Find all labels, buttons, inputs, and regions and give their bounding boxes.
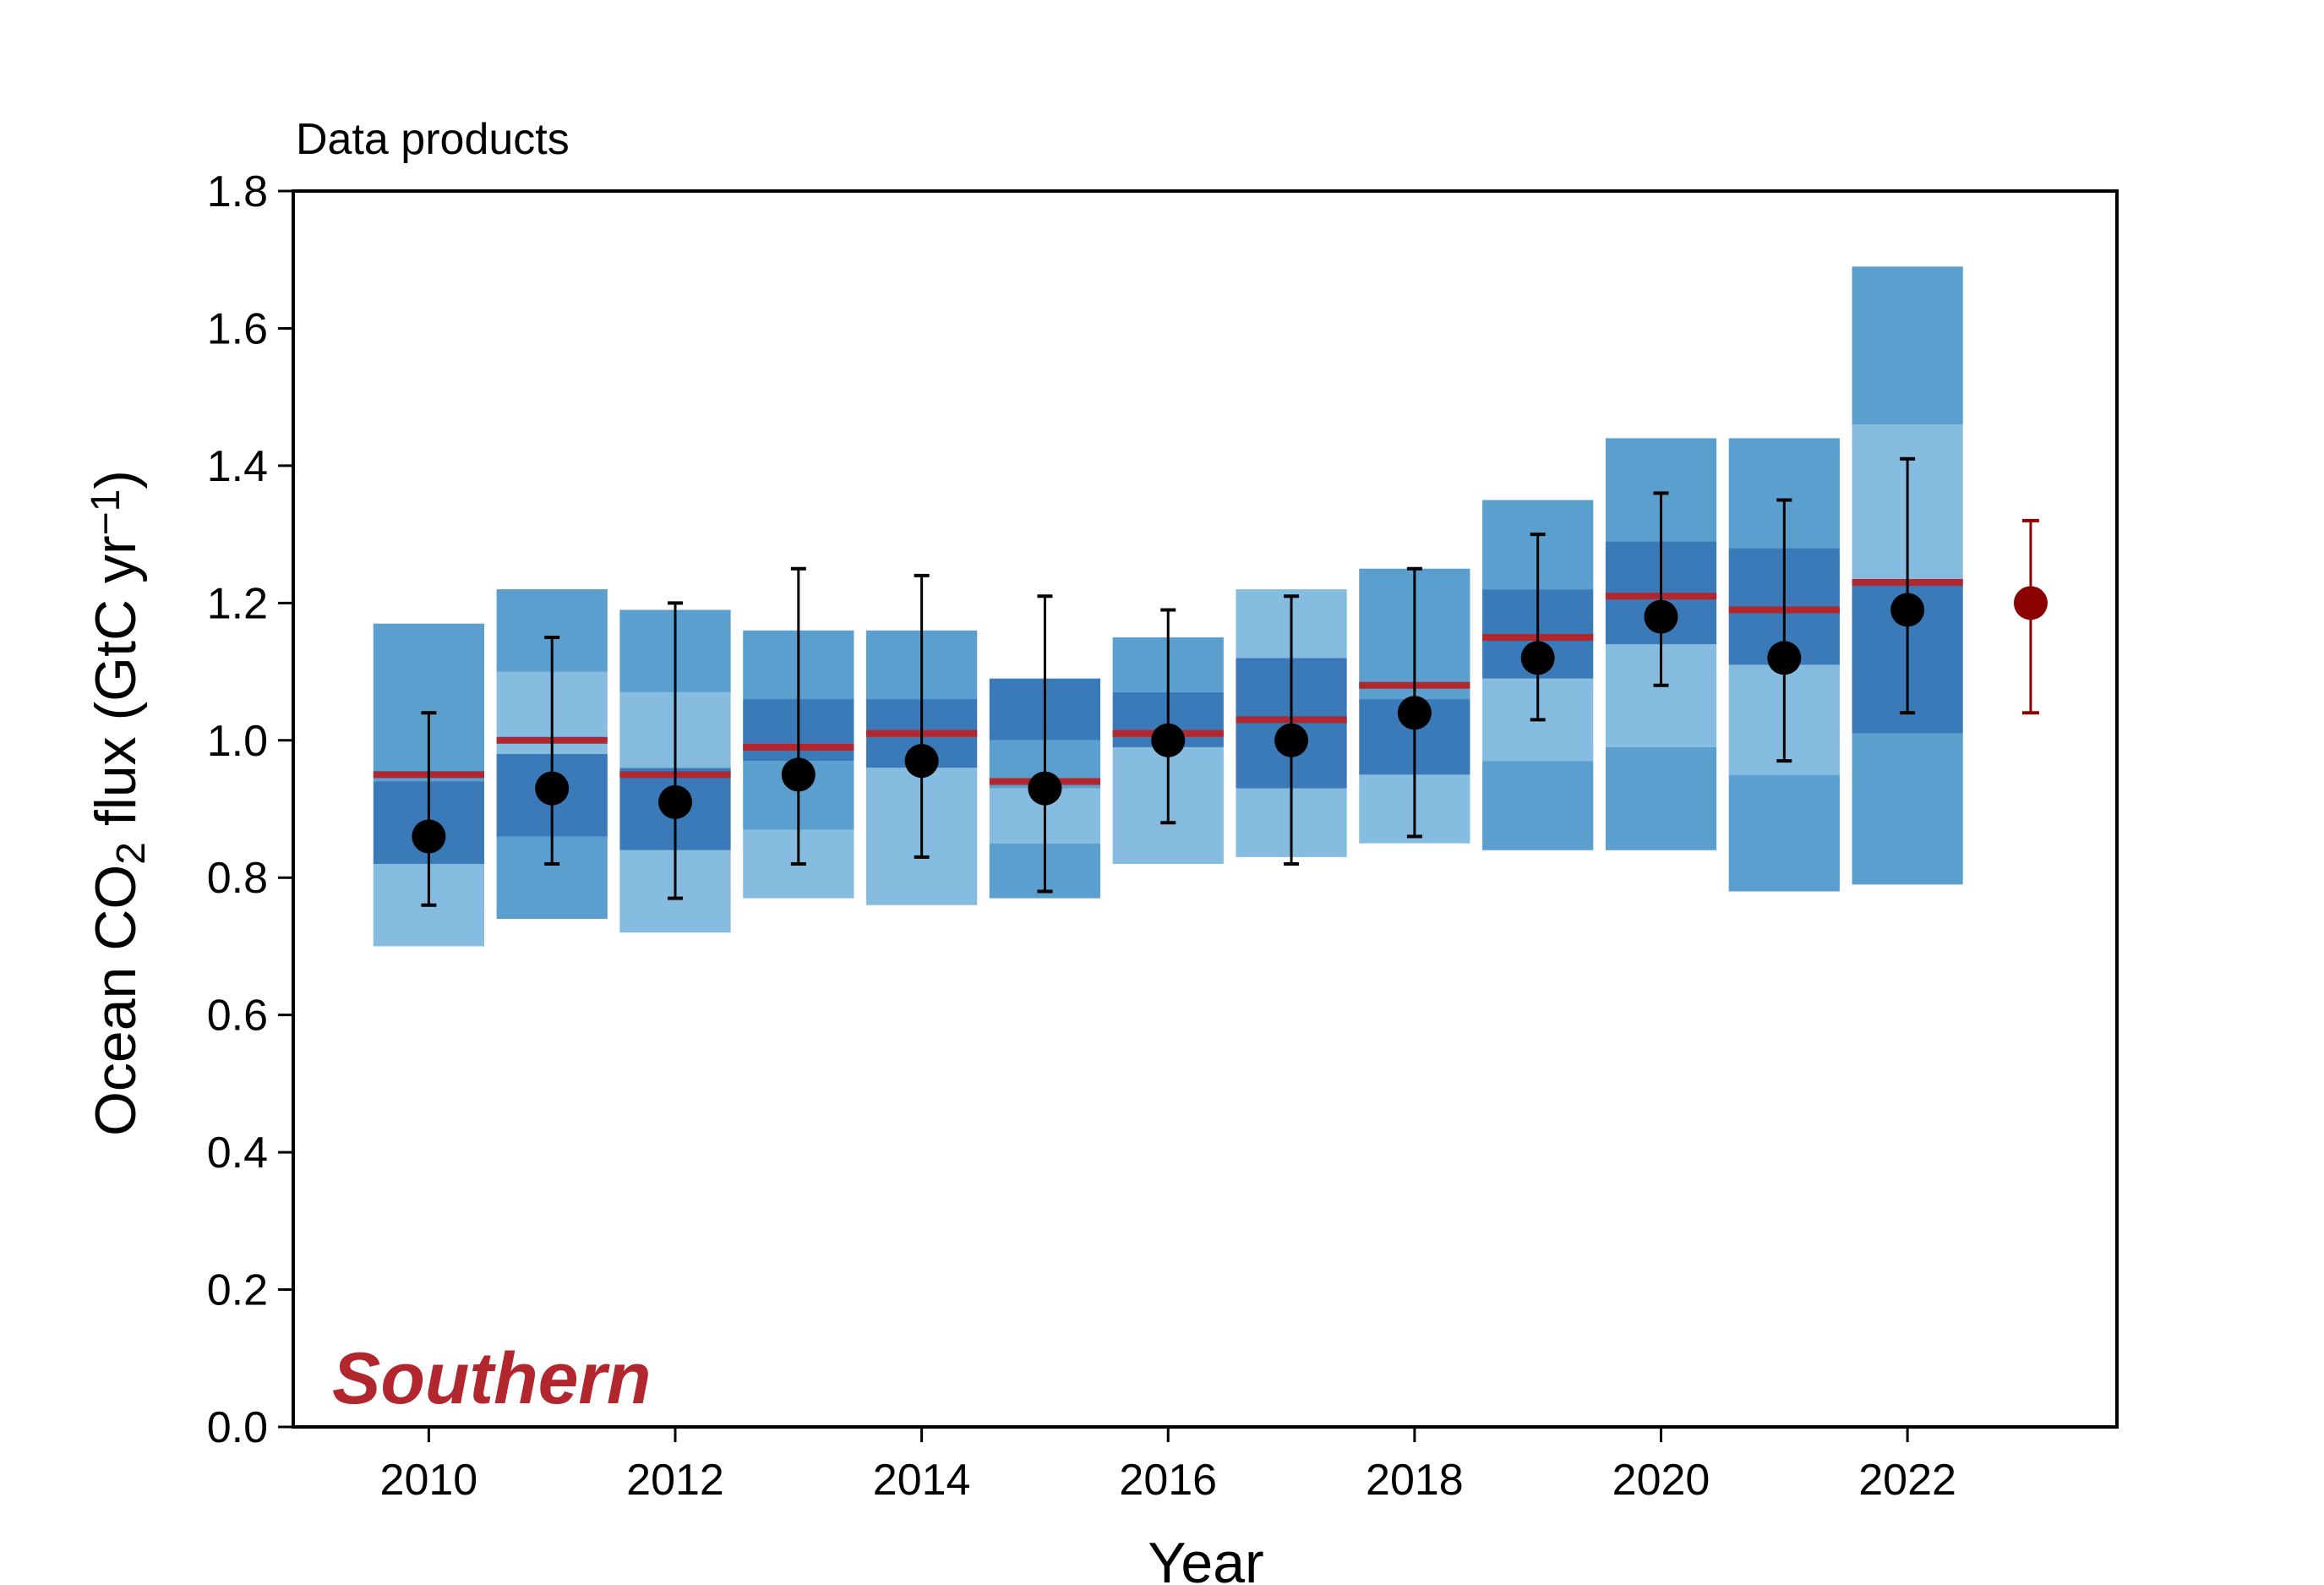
year-group-2011 xyxy=(496,589,608,919)
year-group-2018 xyxy=(1359,566,1470,844)
mean-point-2016 xyxy=(1151,723,1186,757)
y-tick-label-0.8: 0.8 xyxy=(207,854,268,903)
y-axis-title-post: ) xyxy=(84,470,148,489)
year-group-2021 xyxy=(1728,438,1840,892)
year-group-2015 xyxy=(989,594,1101,899)
x-tick-label-2018: 2018 xyxy=(1366,1456,1464,1505)
year-group-2019 xyxy=(1482,500,1594,850)
year-group-2012 xyxy=(619,601,731,933)
year-group-2020 xyxy=(1605,438,1717,850)
x-tick-label-2016: 2016 xyxy=(1119,1456,1217,1505)
y-tick-label-0.2: 0.2 xyxy=(207,1266,268,1315)
estimate-point xyxy=(2013,586,2048,620)
x-tick-label-2010: 2010 xyxy=(380,1456,478,1505)
year-group-2013 xyxy=(743,566,854,899)
x-axis-title: Year xyxy=(1148,1531,1263,1585)
y-tick-label-1.4: 1.4 xyxy=(207,442,268,491)
mean-point-2017 xyxy=(1274,723,1309,757)
y-tick-label-1.2: 1.2 xyxy=(207,579,268,628)
bar-segment-2021-0 xyxy=(1728,774,1840,892)
y-tick-label-0.4: 0.4 xyxy=(207,1129,268,1178)
y-axis-title-pre: Ocean CO xyxy=(84,865,148,1136)
year-group-2017 xyxy=(1236,589,1347,866)
y-axis: 0.0 0.2 0.4 0.6 0.8 1.0 1.2 1.4 1.6 1.8 xyxy=(207,167,293,1452)
x-tick-label-2012: 2012 xyxy=(626,1456,724,1505)
x-tick-label-2014: 2014 xyxy=(873,1456,971,1505)
region-annotation: Southern xyxy=(332,1338,651,1419)
panel-title: Data products xyxy=(296,115,570,164)
mean-point-2012 xyxy=(658,784,693,819)
y-axis-title-sup: −1 xyxy=(84,489,128,536)
mean-point-2020 xyxy=(1644,599,1678,634)
bar-segment-2022-0 xyxy=(1852,733,1963,885)
mean-point-2015 xyxy=(1028,771,1062,806)
y-tick-label-1.0: 1.0 xyxy=(207,717,268,766)
year-group-2014 xyxy=(866,573,978,905)
mean-point-2011 xyxy=(535,771,570,806)
y-tick-label-1.8: 1.8 xyxy=(207,167,268,216)
bar-segment-2020-0 xyxy=(1605,746,1717,850)
mean-point-2022 xyxy=(1890,593,1925,627)
year-group-2022 xyxy=(1852,266,1963,885)
mean-point-2013 xyxy=(781,757,816,792)
bar-segment-2019-0 xyxy=(1482,761,1594,850)
plot-frame xyxy=(292,189,2119,1429)
mean-point-2014 xyxy=(904,744,939,779)
y-axis-title-mid: flux (GtC yr xyxy=(84,535,148,842)
x-tick-label-2020: 2020 xyxy=(1612,1456,1710,1505)
year-group-2010 xyxy=(373,623,485,947)
y-tick-label-0.0: 0.0 xyxy=(207,1403,268,1452)
plot-content xyxy=(373,266,2048,947)
mean-point-2018 xyxy=(1397,696,1432,730)
x-tick-label-2022: 2022 xyxy=(1858,1456,1956,1505)
y-tick-label-1.6: 1.6 xyxy=(207,304,268,353)
y-axis-title: Ocean CO2 flux (GtC yr−1) xyxy=(84,470,154,1136)
year-group-2016 xyxy=(1112,608,1224,864)
estimate-group-2023 xyxy=(2013,518,2048,715)
mean-point-2019 xyxy=(1520,641,1555,675)
y-tick-label-0.6: 0.6 xyxy=(207,992,268,1041)
y-axis-title-sub: 2 xyxy=(109,842,154,865)
bar-segment-2022-3 xyxy=(1852,266,1963,425)
x-axis: 2010 2012 2014 2016 2018 2020 2022 xyxy=(380,1427,1956,1505)
mean-point-2021 xyxy=(1767,641,1802,675)
mean-point-2010 xyxy=(412,819,446,854)
